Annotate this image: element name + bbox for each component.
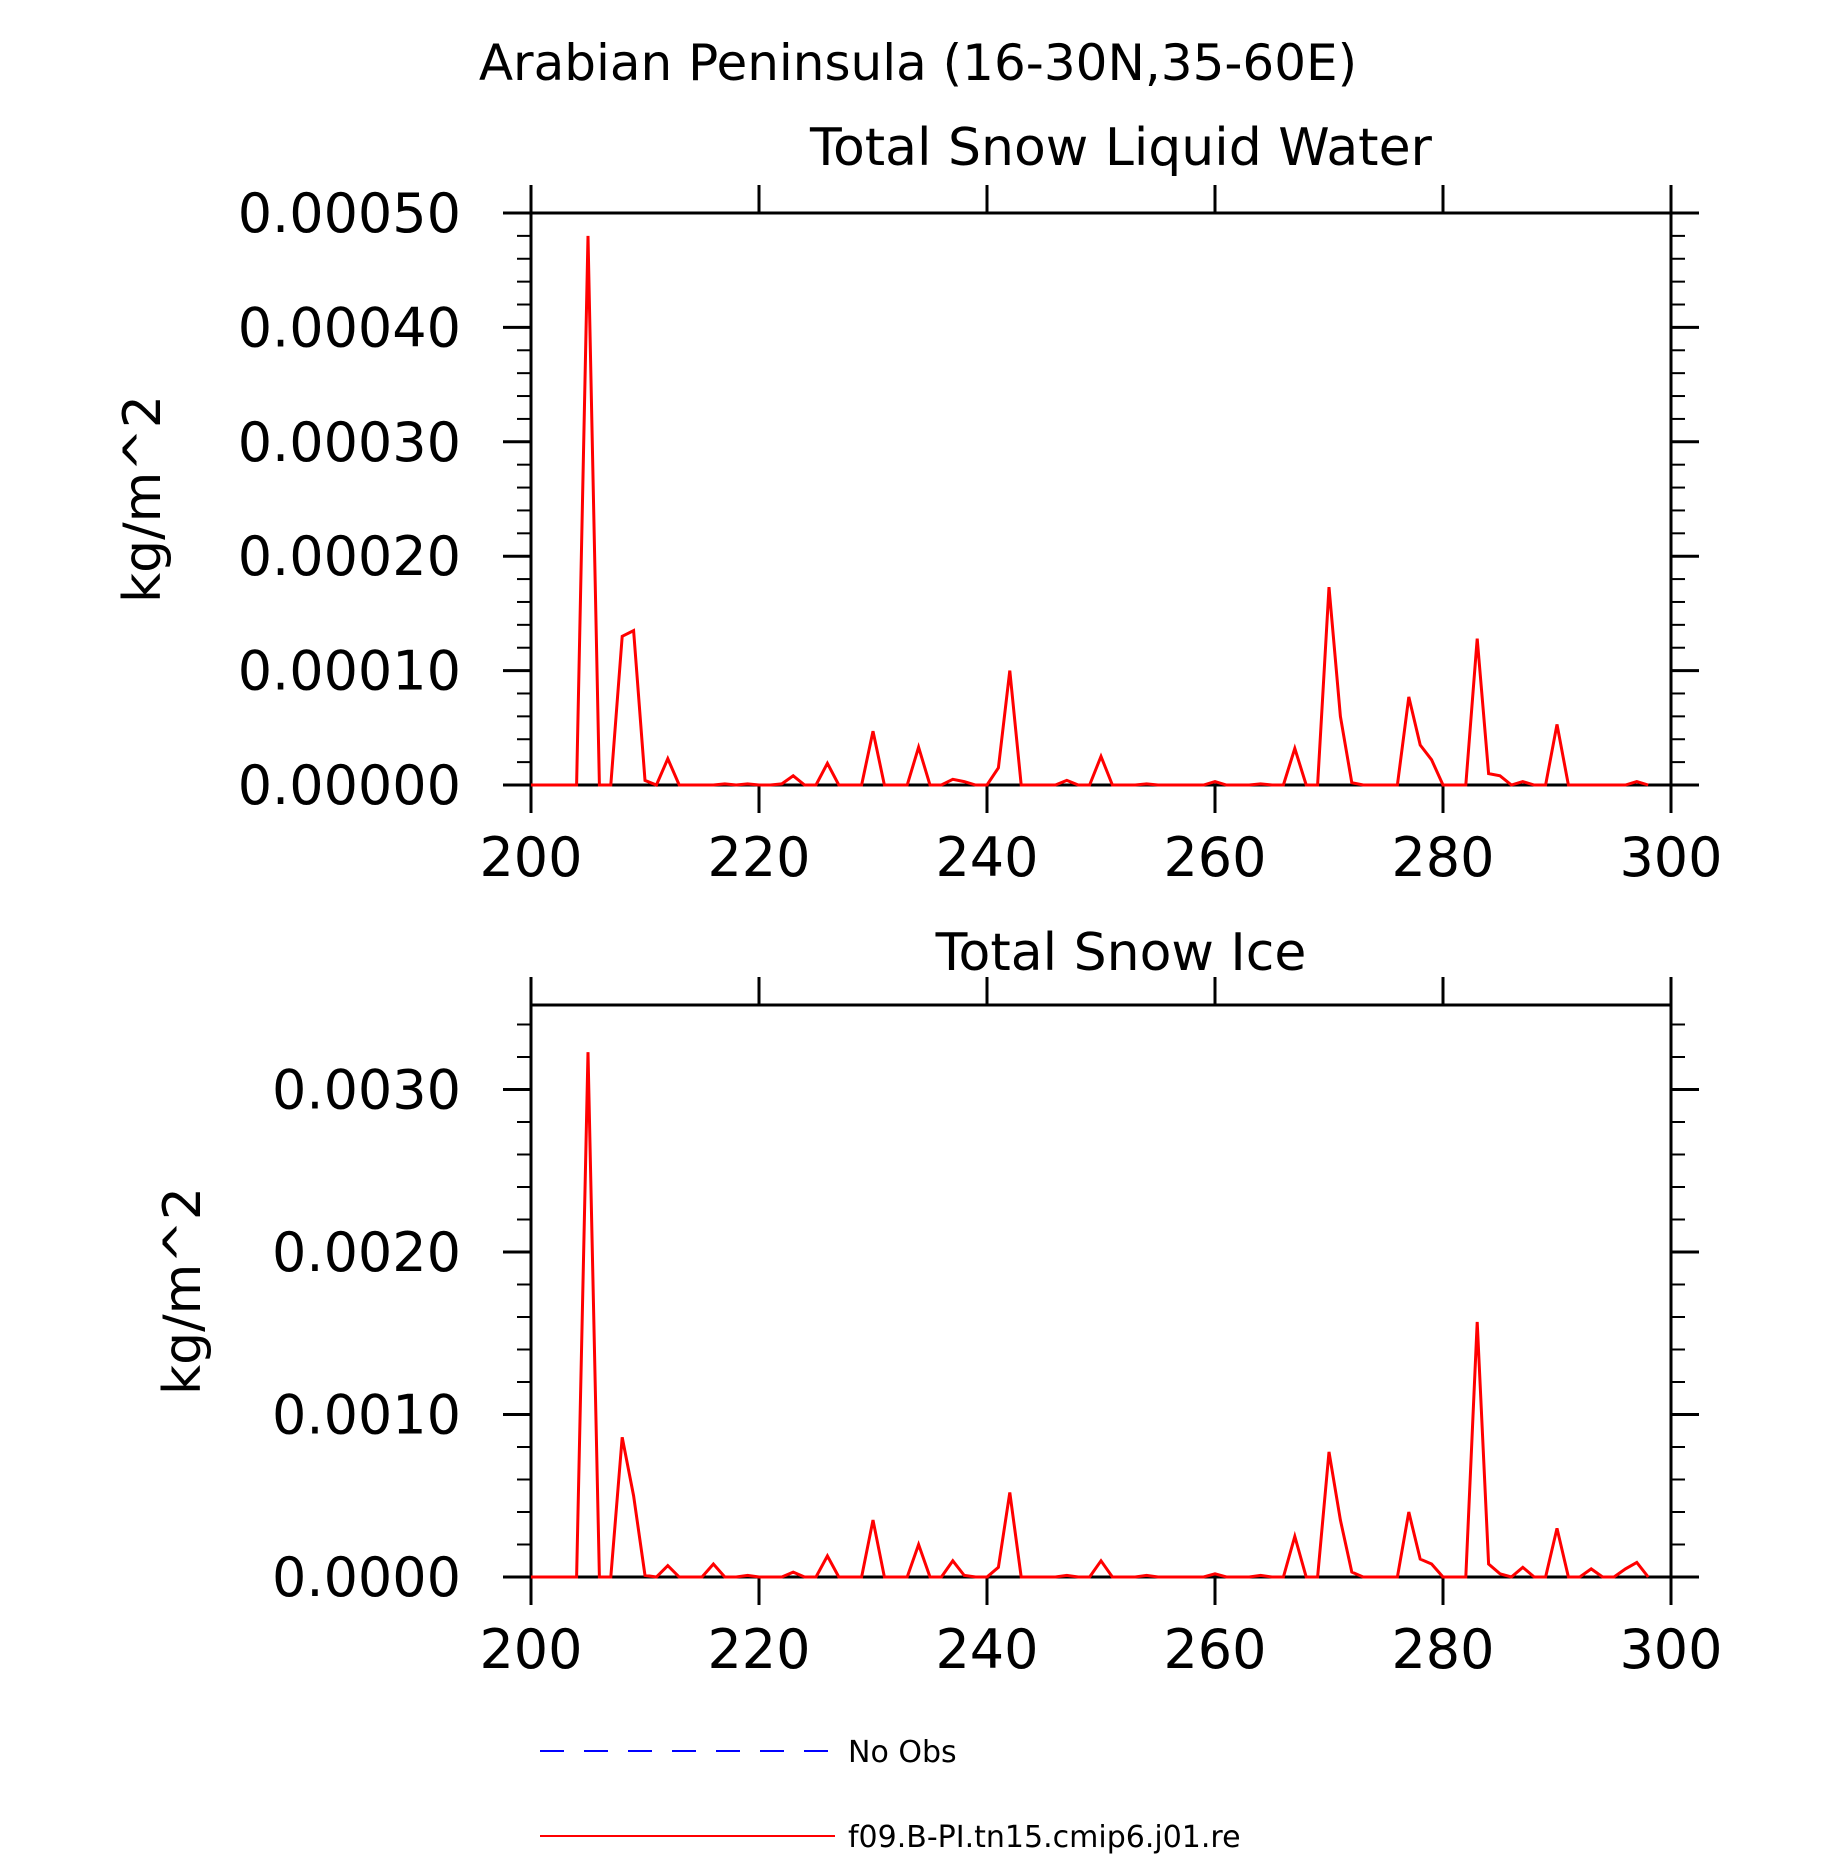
panel-snow-ice: Total Snow Ice kg/m^2 200 220 240 260 280 300 0.… (153, 923, 1723, 1681)
legend: No Obs f09.B-PI.tn15.cmip6.j01.re (540, 1735, 1241, 1854)
series-line (531, 235, 1649, 787)
x-tick-label: 240 (935, 1618, 1038, 1681)
x-tick-label: 260 (1163, 1618, 1266, 1681)
x-tick-label: 220 (707, 826, 810, 889)
panel-title: Total Snow Liquid Water (809, 118, 1433, 178)
legend-label-model: f09.B-PI.tn15.cmip6.j01.re (848, 1820, 1241, 1854)
x-tick-label: 200 (479, 826, 582, 889)
y-tick-label: 0.00030 (238, 411, 461, 474)
series-line (531, 1052, 1650, 1579)
x-tick-label: 220 (707, 1618, 810, 1681)
y-tick-label: 0.00050 (238, 182, 461, 245)
y-tick-label: 0.00020 (238, 525, 461, 588)
x-tick-label: 260 (1163, 826, 1266, 889)
panel-title: Total Snow Ice (935, 923, 1307, 983)
x-tick-label: 300 (1619, 826, 1722, 889)
y-tick-label: 0.0030 (272, 1059, 461, 1122)
figure-title: Arabian Peninsula (16-30N,35-60E) (479, 34, 1357, 92)
x-tick-label: 200 (479, 1618, 582, 1681)
y-tick-label: 0.00040 (238, 296, 461, 359)
plot-frame (529, 211, 1673, 787)
x-tick-label: 240 (935, 826, 1038, 889)
plot-frame (529, 1003, 1673, 1579)
y-axis-label: kg/m^2 (153, 1187, 213, 1395)
x-tick-label: 280 (1391, 1618, 1494, 1681)
y-tick-label: 0.00000 (238, 754, 461, 817)
y-axis-label: kg/m^2 (113, 395, 173, 603)
x-tick-label: 280 (1391, 826, 1494, 889)
y-tick-label: 0.0010 (272, 1384, 461, 1447)
x-tick-label: 300 (1619, 1618, 1722, 1681)
legend-label-no-obs: No Obs (848, 1735, 957, 1770)
y-tick-label: 0.0020 (272, 1221, 461, 1284)
panel-snow-liquid-water: Total Snow Liquid Water kg/m^2 200 220 240 26… (113, 118, 1723, 889)
y-tick-label: 0.0000 (272, 1546, 461, 1609)
y-tick-label: 0.00010 (238, 640, 461, 703)
